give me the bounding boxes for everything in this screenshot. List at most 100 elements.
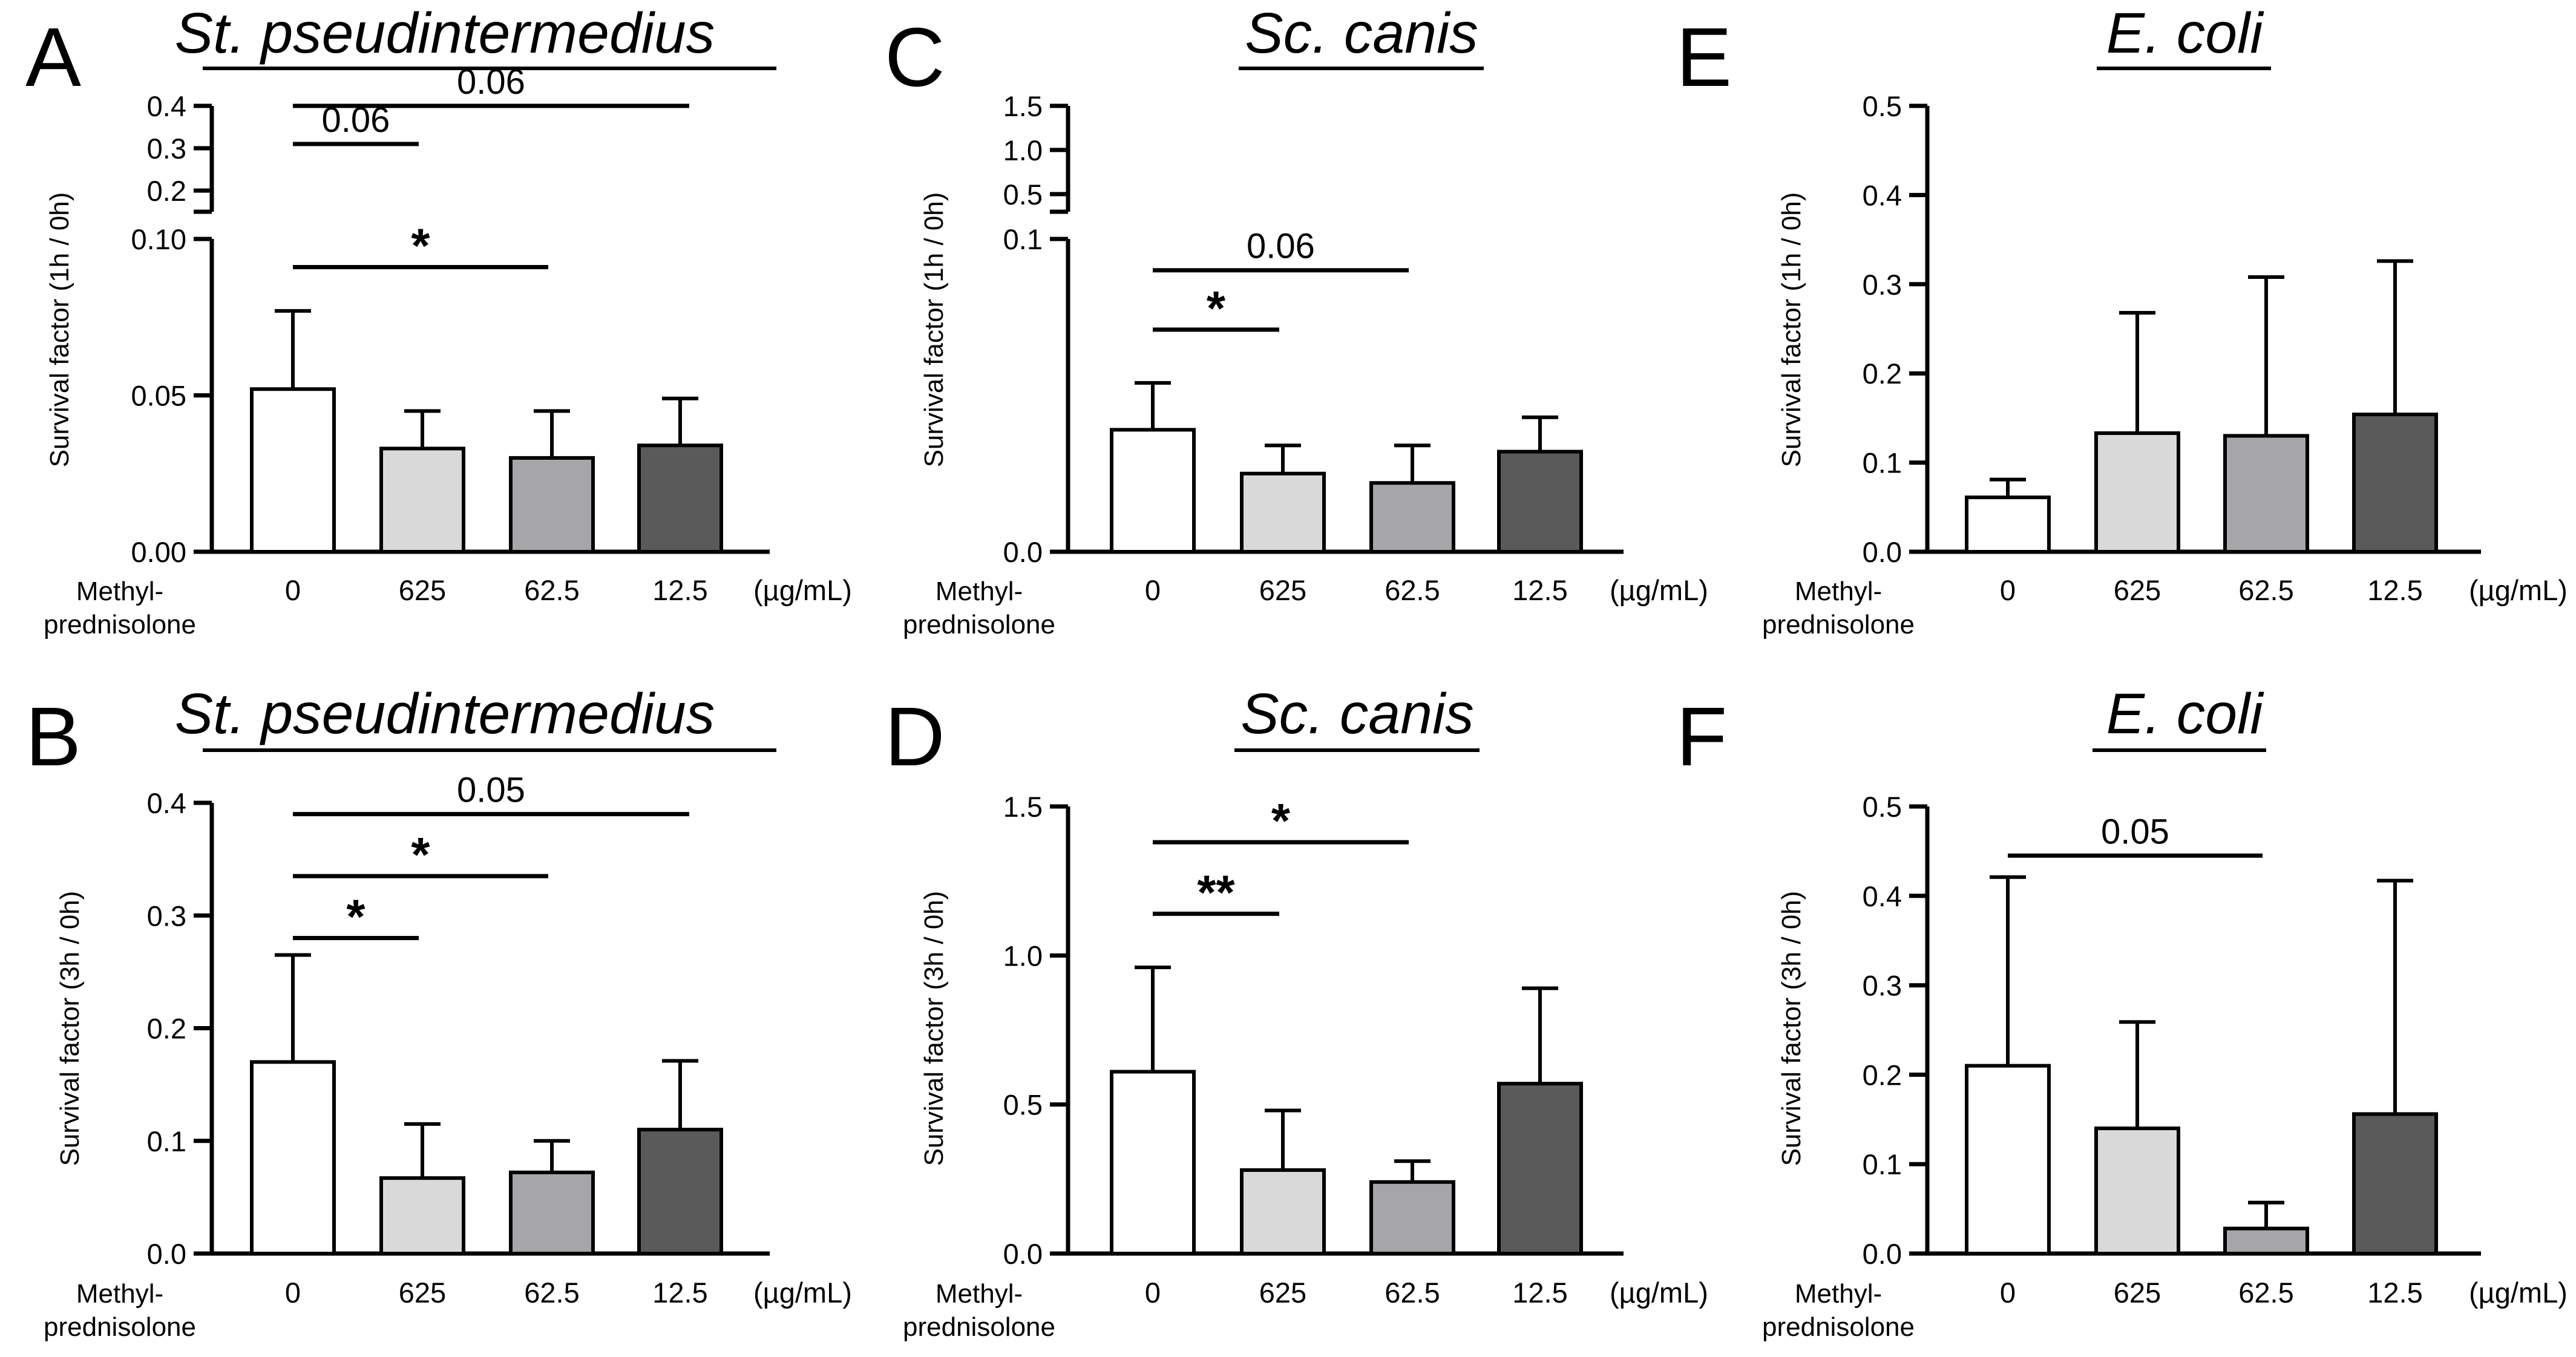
y-tick-label: 0.5 <box>1863 90 1902 122</box>
y-axis-label: Survival factor (1h / 0h) <box>45 192 74 468</box>
x-tick-label: 625 <box>2114 574 2161 606</box>
x-tick-label: 625 <box>399 1277 446 1309</box>
x-tick-label: 0 <box>285 574 301 606</box>
y-tick-label: 1.5 <box>1003 90 1043 122</box>
significance-label: 0.05 <box>2101 812 2169 851</box>
y-tick-label: 0.2 <box>147 175 186 207</box>
panel-letter: B <box>25 690 81 783</box>
panel-title: Sc. canis <box>1240 682 1473 746</box>
y-tick-label: 0.5 <box>1863 791 1902 823</box>
bar <box>1240 1168 1326 1256</box>
chart-panel-f: F E. coli 0.0 0.1 0.2 0.3 0.4 0.5 Survival facto… <box>1676 682 2568 1342</box>
x-tick-label: 0 <box>1145 1277 1161 1309</box>
significance-label: * <box>346 890 365 944</box>
y-tick-label: 0.2 <box>1863 1059 1902 1091</box>
chart-panel-e: E E. coli 0.0 0.1 0.2 0.3 0.4 0.5 Survival facto… <box>1676 1 2568 639</box>
x-tick-label: 12.5 <box>2367 1277 2422 1309</box>
x-unit-label: (µg/mL) <box>753 1277 852 1309</box>
drug-label: Methyl- <box>76 577 163 606</box>
bar <box>637 1128 723 1255</box>
x-tick-label: 625 <box>399 574 446 606</box>
y-tick-label: 0.0 <box>1863 536 1902 568</box>
panel-title: St. pseudintermedius <box>175 682 715 746</box>
y-axis-label: Survival factor (3h / 0h) <box>55 891 85 1166</box>
x-tick-label: 62.5 <box>524 1277 579 1309</box>
bar <box>2094 431 2180 554</box>
y-tick-label: 0.5 <box>1003 1089 1043 1121</box>
y-tick-label: 0.4 <box>1863 179 1902 211</box>
x-tick-label: 62.5 <box>1385 1277 1440 1309</box>
chart-panel-d: D Sc. canis 0.0 0.5 1.0 1.5 Survival factor (3… <box>885 682 1708 1342</box>
drug-label: prednisolone <box>44 1312 196 1342</box>
y-tick-label: 0.05 <box>131 380 186 412</box>
panel-title: E. coli <box>2106 1 2265 65</box>
significance-label: * <box>1271 794 1291 848</box>
y-tick-label: 0.1 <box>1863 1148 1902 1180</box>
significance-label: 0.06 <box>1247 227 1315 266</box>
y-tick-label: 0.1 <box>147 1125 186 1157</box>
y-tick-label: 0.10 <box>131 223 186 255</box>
drug-label: prednisolone <box>903 610 1055 639</box>
bar <box>2094 1126 2180 1255</box>
drug-label: prednisolone <box>44 610 196 639</box>
drug-label: Methyl- <box>936 1279 1023 1309</box>
x-tick-label: 0 <box>2000 574 2016 606</box>
bar <box>379 1176 465 1256</box>
x-unit-label: (µg/mL) <box>2469 1277 2568 1309</box>
x-tick-label: 12.5 <box>1512 1277 1567 1309</box>
panel-letter: A <box>25 11 81 104</box>
significance-label: ** <box>1197 865 1235 919</box>
y-tick-label: 0.3 <box>147 132 186 165</box>
x-unit-label: (µg/mL) <box>2469 574 2568 606</box>
significance-label: 0.06 <box>457 62 525 102</box>
bar <box>1110 1070 1196 1256</box>
y-tick-label: 0.0 <box>1003 1238 1043 1270</box>
y-tick-label: 0.0 <box>1003 536 1043 568</box>
panel-letter: D <box>885 690 945 783</box>
y-axis-label: Survival factor (3h / 0h) <box>919 891 949 1166</box>
x-tick-label: 12.5 <box>2367 574 2422 606</box>
x-tick-label: 12.5 <box>652 1277 707 1309</box>
x-tick-label: 62.5 <box>2238 1277 2293 1309</box>
x-unit-label: (µg/mL) <box>753 574 852 606</box>
x-tick-label: 62.5 <box>524 574 579 606</box>
bar <box>1965 495 2051 554</box>
chart-panel-a: A St. pseudintermedius 0.00 0.05 0.10 0.2 0.3 0… <box>25 1 852 639</box>
significance-label: * <box>411 828 430 881</box>
x-tick-label: 62.5 <box>2238 574 2293 606</box>
y-tick-label: 0.0 <box>1863 1238 1902 1270</box>
bar <box>509 1170 595 1256</box>
drug-label: prednisolone <box>1762 1312 1915 1342</box>
y-axis-label: Survival factor (1h / 0h) <box>919 192 949 468</box>
chart-panel-b: B St. pseudintermedius 0.0 0.1 0.2 0.3 0.4 Surv… <box>25 682 852 1342</box>
bar <box>2223 434 2309 554</box>
bar <box>2352 1112 2438 1255</box>
panel-letter: F <box>1676 690 1727 783</box>
panel-letter: E <box>1676 11 1732 104</box>
bar <box>250 387 336 554</box>
significance-label: 0.05 <box>457 771 525 810</box>
y-tick-label: 0.3 <box>1863 970 1902 1002</box>
bar <box>1497 1082 1583 1256</box>
x-tick-label: 625 <box>1259 1277 1306 1309</box>
y-tick-label: 0.4 <box>1863 880 1902 912</box>
chart-panel-c: C Sc. canis 0.0 0.1 0.5 1.0 1.5 Survival factor… <box>885 1 1708 639</box>
x-tick-label: 12.5 <box>1512 574 1567 606</box>
drug-label: Methyl- <box>936 577 1023 606</box>
y-tick-label: 0.3 <box>1863 269 1902 301</box>
y-tick-label: 1.0 <box>1003 940 1043 972</box>
drug-label: Methyl- <box>1795 1279 1882 1309</box>
drug-label: Methyl- <box>76 1279 163 1309</box>
y-tick-label: 0.2 <box>147 1013 186 1045</box>
bar <box>509 456 595 554</box>
drug-label: prednisolone <box>1762 610 1915 639</box>
bar <box>2223 1226 2309 1255</box>
significance-label: * <box>1207 281 1226 335</box>
x-tick-label: 625 <box>2114 1277 2161 1309</box>
drug-label: prednisolone <box>903 1312 1055 1342</box>
y-axis-label: Survival factor (3h / 0h) <box>1777 891 1806 1166</box>
y-tick-label: 0.1 <box>1863 447 1902 479</box>
bar <box>1240 471 1326 554</box>
bar <box>637 443 723 554</box>
